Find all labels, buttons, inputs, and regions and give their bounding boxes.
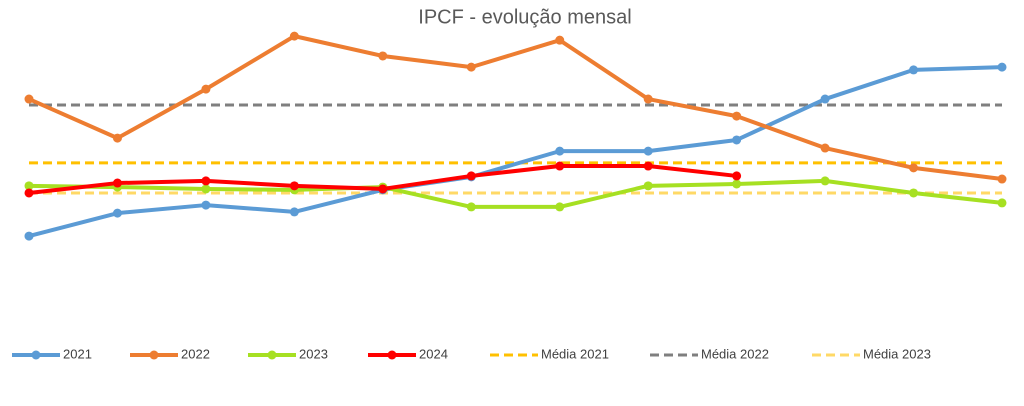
- legend-label: Média 2021: [541, 346, 609, 361]
- data-point: [997, 198, 1007, 208]
- legend-label: 2024: [419, 346, 448, 361]
- data-point: [201, 84, 211, 94]
- data-point: [909, 65, 919, 75]
- data-point: [643, 161, 653, 171]
- data-point: [643, 94, 653, 104]
- data-point: [732, 171, 742, 181]
- data-point: [909, 188, 919, 198]
- data-point: [643, 146, 653, 156]
- data-point: [201, 184, 211, 194]
- data-point: [820, 176, 830, 186]
- data-point: [555, 161, 565, 171]
- data-point: [24, 181, 34, 191]
- data-point: [201, 200, 211, 210]
- legend-marker: [387, 350, 397, 360]
- data-point: [24, 94, 34, 104]
- data-point: [909, 163, 919, 173]
- legend-label: Média 2023: [863, 346, 931, 361]
- data-point: [997, 62, 1007, 72]
- data-point: [24, 231, 34, 241]
- data-point: [289, 31, 299, 41]
- data-point: [555, 202, 565, 212]
- data-point: [201, 176, 211, 186]
- data-point: [378, 184, 388, 194]
- data-point: [732, 135, 742, 145]
- data-point: [378, 51, 388, 61]
- data-point: [466, 62, 476, 72]
- data-point: [555, 146, 565, 156]
- data-point: [112, 133, 122, 143]
- legend-label: 2022: [181, 346, 210, 361]
- series-line: [28, 178, 1003, 209]
- data-point: [289, 181, 299, 191]
- data-point: [643, 181, 653, 191]
- data-point: [820, 94, 830, 104]
- series-line: [28, 65, 1003, 239]
- data-point: [732, 111, 742, 121]
- series-line: [28, 34, 1003, 182]
- data-point: [820, 143, 830, 153]
- data-point: [555, 35, 565, 45]
- data-point: [466, 171, 476, 181]
- data-point: [112, 178, 122, 188]
- data-point: [997, 174, 1007, 184]
- data-point: [24, 188, 34, 198]
- data-point: [732, 179, 742, 189]
- chart-title: IPCF - evolução mensal: [418, 6, 631, 28]
- legend-label: 2023: [299, 346, 328, 361]
- data-point: [289, 207, 299, 217]
- legend-marker: [31, 350, 41, 360]
- data-point: [112, 208, 122, 218]
- legend-label: Média 2022: [701, 346, 769, 361]
- legend-label: 2021: [63, 346, 92, 361]
- legend-marker: [267, 350, 277, 360]
- legend-marker: [149, 350, 159, 360]
- data-point: [466, 202, 476, 212]
